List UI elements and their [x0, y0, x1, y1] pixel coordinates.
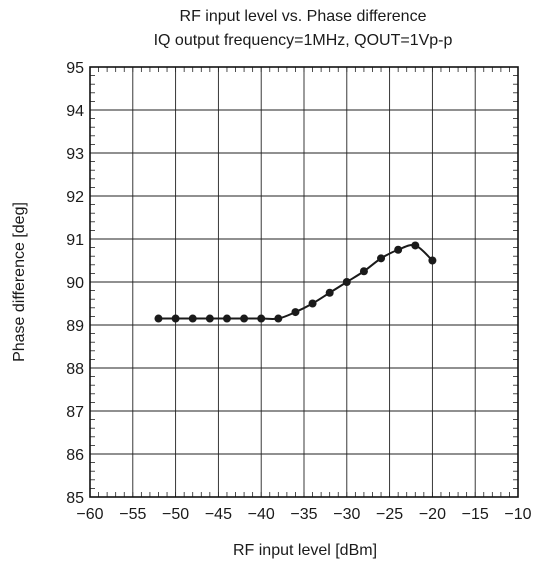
x-tick-label: −15 — [462, 506, 489, 523]
y-tick-label: 92 — [66, 189, 84, 206]
x-tick-label: −50 — [162, 506, 189, 523]
x-tick-label: −45 — [205, 506, 232, 523]
data-point — [154, 314, 163, 323]
x-tick-label: −60 — [76, 506, 103, 523]
data-point — [291, 308, 300, 317]
y-tick-label: 87 — [66, 404, 84, 421]
x-tick-label: −35 — [290, 506, 317, 523]
data-point — [411, 241, 420, 250]
y-tick-label: 95 — [66, 60, 84, 77]
chart-title: RF input level vs. Phase difference — [180, 8, 427, 25]
y-tick-label: 89 — [66, 318, 84, 335]
y-tick-label: 85 — [66, 490, 84, 507]
x-tick-label: −40 — [248, 506, 275, 523]
data-point — [377, 254, 386, 263]
data-point — [240, 314, 249, 323]
data-point — [359, 267, 368, 276]
y-tick-label: 93 — [66, 146, 84, 163]
data-point — [308, 299, 317, 308]
data-point — [222, 314, 231, 323]
y-tick-label: 94 — [66, 103, 84, 120]
y-tick-label: 88 — [66, 361, 84, 378]
x-tick-label: −20 — [419, 506, 446, 523]
data-point — [188, 314, 197, 323]
plot-area: −60 −55 −50 −45 −40 −35 −30 −25 −20 −15 −10 85 86 87 8… — [66, 60, 531, 523]
y-tick-label: 90 — [66, 275, 84, 292]
y-axis-label: Phase difference [deg] — [11, 202, 28, 362]
data-point — [342, 278, 351, 286]
y-tick-label: 91 — [66, 232, 84, 249]
y-tick-label: 86 — [66, 447, 84, 464]
x-tick-label: −25 — [376, 506, 403, 523]
x-axis-label: RF input level [dBm] — [233, 542, 377, 559]
data-point — [428, 256, 437, 265]
plot-frame — [89, 66, 519, 498]
data-point — [205, 314, 214, 323]
chart-subtitle: IQ output frequency=1MHz, QOUT=1Vp-p — [154, 32, 453, 49]
data-point — [325, 288, 334, 297]
data-point — [394, 245, 403, 254]
x-tick-label: −30 — [333, 506, 360, 523]
x-tick-label: −10 — [504, 506, 531, 523]
data-point — [171, 314, 180, 323]
data-point — [257, 314, 266, 323]
x-tick-label: −55 — [119, 506, 146, 523]
data-point — [274, 314, 283, 323]
